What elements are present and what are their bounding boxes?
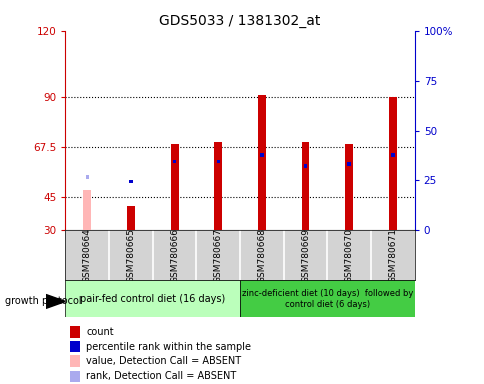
Text: GSM780669: GSM780669 bbox=[301, 228, 309, 283]
Bar bbox=[214, 142, 222, 230]
Text: GSM780665: GSM780665 bbox=[126, 228, 135, 283]
Bar bbox=[170, 144, 178, 230]
Bar bbox=[303, 164, 307, 168]
Text: GSM780667: GSM780667 bbox=[213, 228, 222, 283]
Text: zinc-deficient diet (10 days)  followed by
control diet (6 days): zinc-deficient diet (10 days) followed b… bbox=[241, 288, 412, 309]
Text: GSM780671: GSM780671 bbox=[388, 228, 396, 283]
Bar bbox=[345, 144, 352, 230]
Text: GSM780668: GSM780668 bbox=[257, 228, 266, 283]
Text: value, Detection Call = ABSENT: value, Detection Call = ABSENT bbox=[86, 356, 241, 366]
Text: rank, Detection Call = ABSENT: rank, Detection Call = ABSENT bbox=[86, 371, 236, 381]
Text: growth protocol: growth protocol bbox=[5, 296, 81, 306]
Bar bbox=[388, 97, 396, 230]
Title: GDS5033 / 1381302_at: GDS5033 / 1381302_at bbox=[159, 14, 320, 28]
Bar bbox=[259, 153, 263, 157]
Bar bbox=[216, 160, 220, 163]
Bar bbox=[70, 326, 80, 338]
Text: GSM780670: GSM780670 bbox=[344, 228, 353, 283]
Text: pair-fed control diet (16 days): pair-fed control diet (16 days) bbox=[80, 293, 225, 304]
Text: percentile rank within the sample: percentile rank within the sample bbox=[86, 342, 251, 352]
Bar bbox=[390, 153, 394, 157]
Bar bbox=[301, 142, 309, 230]
Bar bbox=[70, 356, 80, 367]
Bar bbox=[85, 175, 89, 179]
Bar bbox=[83, 190, 91, 230]
Text: GSM780666: GSM780666 bbox=[170, 228, 179, 283]
Text: count: count bbox=[86, 327, 114, 337]
Bar bbox=[70, 371, 80, 382]
Bar bbox=[347, 162, 350, 166]
Bar bbox=[70, 341, 80, 353]
Polygon shape bbox=[46, 295, 65, 308]
Bar bbox=[127, 206, 135, 230]
Bar bbox=[240, 280, 414, 317]
Bar bbox=[257, 95, 265, 230]
Bar bbox=[65, 280, 240, 317]
Text: GSM780664: GSM780664 bbox=[83, 228, 91, 283]
Bar bbox=[172, 160, 176, 163]
Bar bbox=[129, 180, 133, 183]
